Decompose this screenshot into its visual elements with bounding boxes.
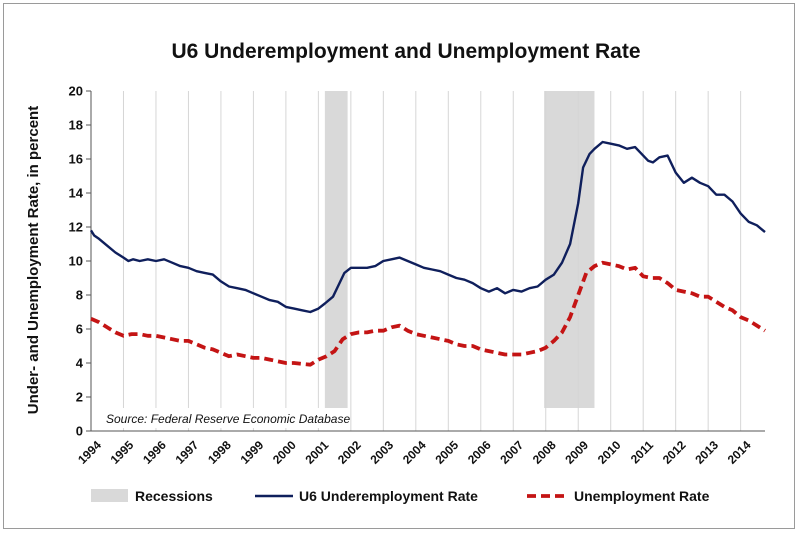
y-tick-label-8: 8 bbox=[76, 288, 83, 303]
y-tick-label-2: 2 bbox=[76, 390, 83, 405]
u6-underemployment-line bbox=[89, 140, 766, 314]
recession-bands bbox=[324, 91, 595, 408]
unemployment-rate-line bbox=[90, 260, 767, 367]
x-tick-label-1995: 1995 bbox=[108, 438, 137, 467]
y-tick-label-18: 18 bbox=[69, 118, 83, 133]
y-tick-labels: 0 2 4 6 8 10 12 14 16 18 20 bbox=[69, 84, 84, 439]
source-note: Source: Federal Reserve Economic Databas… bbox=[106, 412, 350, 426]
x-tick-label-2012: 2012 bbox=[660, 438, 689, 467]
x-tick-label-2011: 2011 bbox=[628, 438, 657, 467]
x-tick-label-2008: 2008 bbox=[530, 438, 559, 467]
y-tick-label-16: 16 bbox=[69, 152, 83, 167]
x-tick-label-1997: 1997 bbox=[173, 438, 202, 467]
x-tick-label-2014: 2014 bbox=[725, 438, 754, 467]
y-tick-label-6: 6 bbox=[76, 322, 83, 337]
x-tick-label-2010: 2010 bbox=[595, 438, 624, 467]
y-tick-label-10: 10 bbox=[69, 254, 83, 269]
x-tick-label-2002: 2002 bbox=[335, 438, 364, 467]
y-tick-label-12: 12 bbox=[69, 220, 83, 235]
recession-band-2 bbox=[544, 91, 595, 408]
x-tick-label-2013: 2013 bbox=[692, 438, 721, 467]
x-tick-label-2001: 2001 bbox=[303, 438, 332, 467]
x-tick-label-1998: 1998 bbox=[205, 438, 234, 467]
y-tick-label-20: 20 bbox=[69, 84, 83, 99]
x-tick-label-1994: 1994 bbox=[75, 438, 104, 467]
y-axis-label: Under- and Unemployment Rate, in percent bbox=[25, 106, 42, 414]
legend-label-unemployment: Unemployment Rate bbox=[574, 488, 710, 504]
legend-label-recessions: Recessions bbox=[135, 488, 213, 504]
y-tick-label-0: 0 bbox=[76, 424, 83, 439]
x-tick-label-2005: 2005 bbox=[432, 438, 461, 467]
x-tick-label-2009: 2009 bbox=[562, 438, 591, 467]
x-tick-label-2004: 2004 bbox=[400, 438, 429, 467]
x-tick-label-1999: 1999 bbox=[238, 438, 267, 467]
x-tick-label-2006: 2006 bbox=[465, 438, 494, 467]
y-tick-label-14: 14 bbox=[69, 186, 84, 201]
x-tick-label-2003: 2003 bbox=[367, 438, 396, 467]
source-note-background bbox=[100, 408, 336, 428]
legend-label-u6: U6 Underemployment Rate bbox=[299, 488, 478, 504]
legend: Recessions U6 Underemployment Rate Unemplo… bbox=[91, 488, 710, 504]
recession-band-1 bbox=[324, 91, 348, 408]
chart-title: U6 Underemployment and Unemployment Rate bbox=[171, 40, 640, 63]
chart-frame bbox=[3, 3, 795, 529]
grid-lines bbox=[122, 91, 742, 431]
x-tick-labels: 1994 1995 1996 1997 1998 1999 2000 2001 2002 2003… bbox=[75, 438, 754, 467]
legend-swatch-recessions bbox=[91, 489, 128, 502]
y-tick-label-4: 4 bbox=[76, 356, 84, 371]
axes bbox=[86, 90, 765, 432]
series-lines bbox=[89, 140, 767, 367]
x-tick-label-1996: 1996 bbox=[140, 438, 169, 467]
x-tick-label-2000: 2000 bbox=[270, 438, 299, 467]
x-tick-label-2007: 2007 bbox=[497, 438, 526, 467]
